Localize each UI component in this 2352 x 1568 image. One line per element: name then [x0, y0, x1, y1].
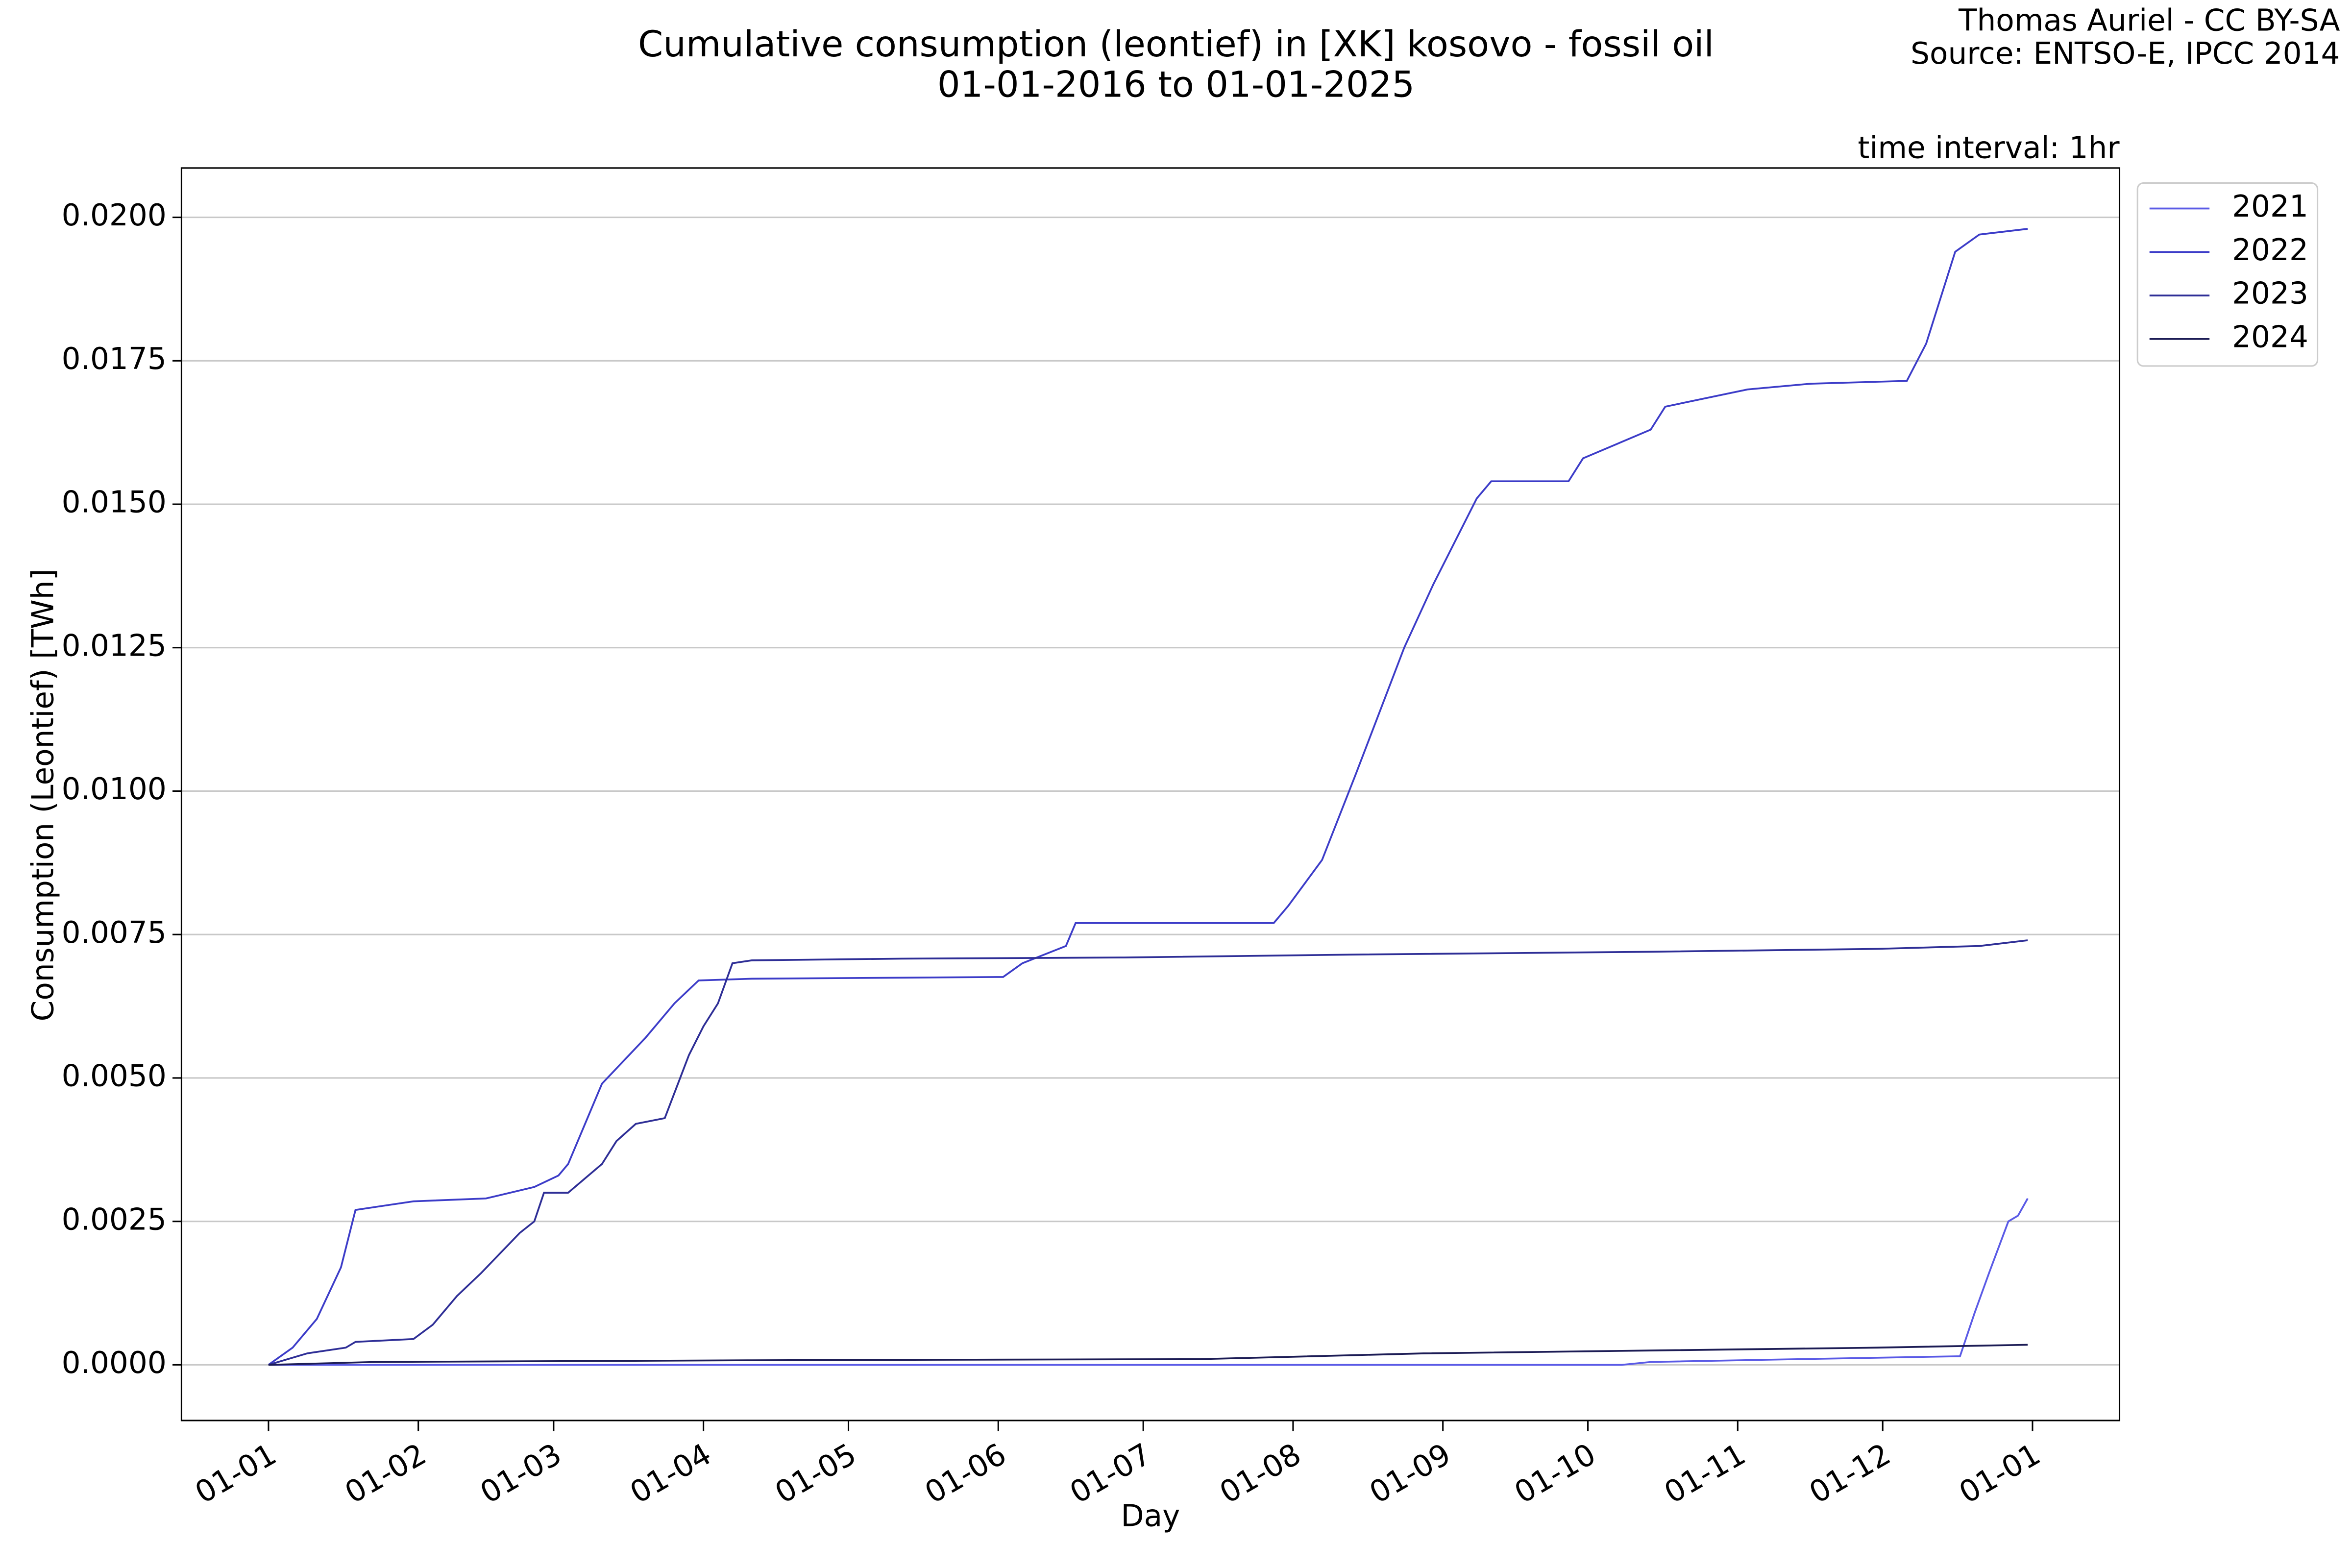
y-tick-label: 0.0100 — [62, 772, 167, 807]
y-tick-label: 0.0175 — [62, 342, 167, 376]
legend — [2136, 182, 2319, 367]
series-line — [268, 1344, 2028, 1366]
y-tick-label: 0.0025 — [62, 1202, 167, 1237]
axes-frame — [180, 167, 2121, 1421]
y-tick-label: 0.0150 — [62, 485, 167, 520]
legend-label: 2021 — [2232, 189, 2308, 224]
x-axis-label: Day — [1121, 1499, 1180, 1534]
series-line — [268, 939, 2028, 1366]
plot-area — [181, 217, 2120, 1366]
y-tick-label: 0.0050 — [62, 1059, 167, 1094]
chart-subtitle: 01-01-2016 to 01-01-2025 — [937, 64, 1415, 106]
interval-note: time interval: 1hr — [1858, 131, 2120, 166]
source: Source: ENTSO-E, IPCC 2014 — [1911, 36, 2340, 71]
legend-label: 2022 — [2232, 233, 2308, 268]
chart-title: Cumulative consumption (leontief) in [XK… — [638, 24, 1714, 65]
series-line — [268, 228, 2028, 1366]
y-tick-label: 0.0000 — [62, 1346, 167, 1380]
y-axis-label: Consumption (Leontief) [TWh] — [25, 569, 60, 1022]
y-tick-label: 0.0075 — [62, 915, 167, 950]
legend-label: 2024 — [2232, 319, 2308, 354]
y-tick-label: 0.0125 — [62, 628, 167, 663]
series-line — [268, 1198, 2029, 1366]
y-tick-label: 0.0200 — [62, 198, 167, 233]
legend-label: 2023 — [2232, 276, 2308, 311]
credit: Thomas Auriel - CC BY-SA — [1958, 3, 2340, 38]
